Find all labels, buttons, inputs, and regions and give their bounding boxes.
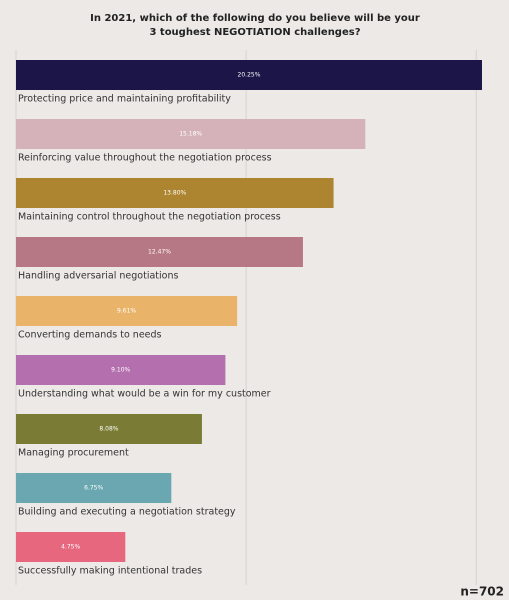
bar <box>16 237 303 267</box>
bar <box>16 60 482 90</box>
bar <box>16 532 126 562</box>
bar <box>16 473 172 503</box>
value-label: 13.80% <box>163 190 186 197</box>
value-label: 8.08% <box>99 426 118 433</box>
sample-size: n=702 <box>460 585 504 599</box>
bar <box>16 414 202 444</box>
category-label: Converting demands to needs <box>18 330 162 341</box>
category-label: Maintaining control throughout the negot… <box>18 212 281 223</box>
bar <box>16 119 366 149</box>
value-label: 20.25% <box>238 72 261 79</box>
bar <box>16 296 238 326</box>
category-label: Reinforcing value throughout the negotia… <box>18 153 272 164</box>
value-label: 4.75% <box>61 544 80 551</box>
category-label: Handling adversarial negotiations <box>18 271 178 282</box>
category-label: Successfully making intentional trades <box>18 566 202 577</box>
category-label: Building and executing a negotiation str… <box>18 507 236 518</box>
value-label: 6.75% <box>84 485 103 492</box>
value-label: 12.47% <box>148 249 171 256</box>
category-label: Understanding what would be a win for my… <box>18 389 271 400</box>
category-label: Protecting price and maintaining profita… <box>18 94 231 105</box>
chart-title: In 2021, which of the following do you b… <box>90 13 420 38</box>
value-label: 9.61% <box>117 308 136 315</box>
bar <box>16 178 334 208</box>
value-label: 9.10% <box>111 367 130 374</box>
category-label: Managing procurement <box>18 448 129 459</box>
bar <box>16 355 226 385</box>
value-label: 15.18% <box>179 131 202 138</box>
